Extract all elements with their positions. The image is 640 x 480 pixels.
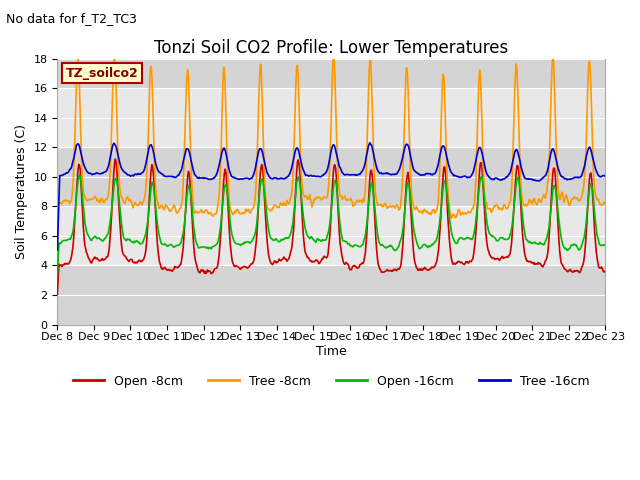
X-axis label: Time: Time: [316, 345, 347, 358]
Title: Tonzi Soil CO2 Profile: Lower Temperatures: Tonzi Soil CO2 Profile: Lower Temperatur…: [154, 39, 509, 57]
Y-axis label: Soil Temperatures (C): Soil Temperatures (C): [15, 124, 28, 259]
Legend: Open -8cm, Tree -8cm, Open -16cm, Tree -16cm: Open -8cm, Tree -8cm, Open -16cm, Tree -…: [68, 370, 595, 393]
Bar: [58, 206, 605, 265]
Bar: [58, 88, 605, 147]
Bar: [58, 147, 605, 206]
Bar: [58, 265, 605, 324]
Text: TZ_soilco2: TZ_soilco2: [66, 67, 138, 80]
Bar: [58, 59, 605, 88]
Text: No data for f_T2_TC3: No data for f_T2_TC3: [6, 12, 137, 25]
